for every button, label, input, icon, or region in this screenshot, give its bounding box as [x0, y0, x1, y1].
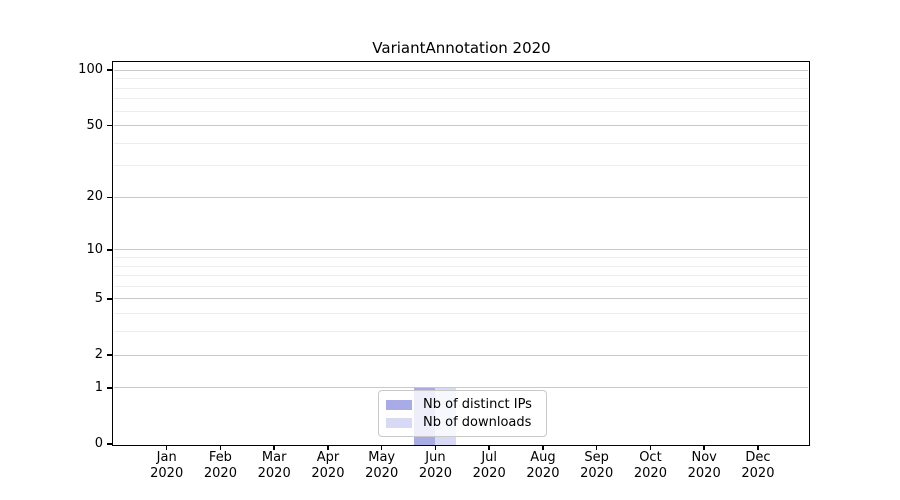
x-axis-month-text: Mar	[261, 450, 287, 465]
x-axis-tick-label: Nov 2020	[672, 450, 736, 482]
x-axis-tick-label: May 2020	[350, 450, 414, 482]
x-axis-year-text: 2020	[580, 466, 614, 481]
y-axis-tick-mark	[107, 354, 113, 356]
minor-gridline	[114, 98, 808, 100]
x-axis-tick-label: Dec 2020	[726, 450, 790, 482]
minor-gridline	[114, 285, 808, 287]
y-axis-tick-label: 1	[94, 379, 103, 395]
minor-gridline	[114, 265, 808, 267]
x-axis-year-text: 2020	[741, 466, 775, 481]
y-axis-tick-mark	[107, 124, 113, 127]
x-axis-year-text: 2020	[257, 466, 291, 481]
y-axis-tick-label: 100	[78, 62, 103, 78]
x-axis-month-text: Feb	[208, 450, 232, 465]
major-gridline	[114, 69, 808, 71]
x-axis-year-text: 2020	[633, 466, 667, 481]
y-axis-tick-label: 20	[86, 189, 103, 205]
x-axis-month-text: Apr	[316, 450, 340, 465]
x-axis-tick-label: Oct 2020	[618, 450, 682, 482]
y-axis-tick-mark	[107, 249, 113, 251]
x-axis-tick-mark	[434, 445, 437, 450]
major-gridline	[114, 125, 808, 127]
x-axis-tick-mark	[542, 445, 544, 450]
x-axis-tick-mark	[703, 445, 705, 450]
chart-title: VariantAnnotation 2020	[372, 39, 551, 57]
x-axis-tick-mark	[219, 445, 222, 450]
x-axis-tick-label: Jan 2020	[135, 450, 199, 482]
minor-gridline	[114, 87, 808, 89]
x-axis-tick-label: Jun 2020	[403, 450, 467, 482]
x-axis-month-text: Sep	[584, 450, 609, 465]
x-axis-tick-mark	[488, 445, 490, 450]
x-axis-month-text: Jul	[481, 450, 498, 465]
x-axis-tick-mark	[327, 445, 329, 450]
x-axis-month-text: Jun	[425, 450, 446, 465]
y-axis-tick-label: 5	[94, 290, 103, 306]
major-gridline	[114, 298, 808, 300]
x-axis-year-text: 2020	[203, 466, 237, 481]
legend-swatch-distinct-ips	[386, 400, 412, 410]
x-axis-year-text: 2020	[687, 466, 721, 481]
y-axis-tick-label: 2	[94, 347, 103, 363]
legend-row: Nb of downloads	[386, 416, 538, 430]
minor-gridline	[114, 313, 808, 315]
legend-swatch-downloads	[386, 418, 412, 428]
x-axis-month-text: Nov	[691, 450, 717, 465]
major-gridline	[114, 387, 808, 389]
y-axis-tick-mark	[107, 443, 113, 445]
y-axis-tick-mark	[107, 69, 113, 71]
x-axis-year-text: 2020	[365, 466, 399, 481]
minor-gridline	[114, 142, 808, 144]
x-axis-tick-mark	[595, 445, 598, 450]
x-axis-tick-mark	[757, 445, 759, 450]
legend: Nb of distinct IPs Nb of downloads	[378, 390, 547, 437]
minor-gridline	[114, 78, 808, 80]
x-axis-year-text: 2020	[526, 466, 560, 481]
x-axis-tick-label: Aug 2020	[511, 450, 575, 482]
x-axis-tick-label: Apr 2020	[296, 450, 360, 482]
x-axis-month-text: May	[368, 450, 396, 465]
x-axis-year-text: 2020	[311, 466, 345, 481]
y-axis-tick-mark	[107, 196, 113, 199]
legend-label: Nb of distinct IPs	[423, 397, 532, 412]
x-axis-tick-label: Feb 2020	[188, 450, 252, 482]
x-axis-tick-mark	[273, 445, 275, 450]
major-gridline	[114, 196, 808, 198]
x-axis-month-text: Jan	[156, 450, 177, 465]
minor-gridline	[114, 257, 808, 258]
x-axis-year-text: 2020	[418, 466, 452, 481]
x-axis-tick-mark	[165, 445, 168, 450]
minor-gridline	[114, 110, 808, 112]
x-axis-month-text: Dec	[745, 450, 771, 465]
y-axis-tick-mark	[107, 298, 113, 300]
minor-gridline	[114, 165, 808, 167]
y-axis-tick-mark	[107, 387, 113, 389]
major-gridline	[114, 249, 808, 251]
x-axis-tick-label: Jul 2020	[457, 450, 521, 482]
minor-gridline	[114, 275, 808, 277]
y-axis-tick-label: 0	[94, 436, 103, 451]
legend-row: Nb of distinct IPs	[386, 398, 538, 412]
x-axis-year-text: 2020	[150, 466, 184, 481]
x-axis-year-text: 2020	[472, 466, 506, 481]
y-axis-tick-label: 10	[86, 241, 103, 257]
y-axis-tick-label: 50	[86, 117, 103, 133]
x-axis-month-text: Oct	[639, 450, 662, 465]
x-axis-tick-label: Sep 2020	[565, 450, 629, 482]
major-gridline	[114, 354, 808, 356]
x-axis-month-text: Aug	[530, 450, 556, 465]
x-axis-tick-mark	[649, 445, 652, 450]
x-axis-tick-mark	[380, 445, 383, 450]
x-axis-tick-label: Mar 2020	[242, 450, 306, 482]
legend-label: Nb of downloads	[423, 415, 532, 430]
minor-gridline	[114, 331, 808, 333]
